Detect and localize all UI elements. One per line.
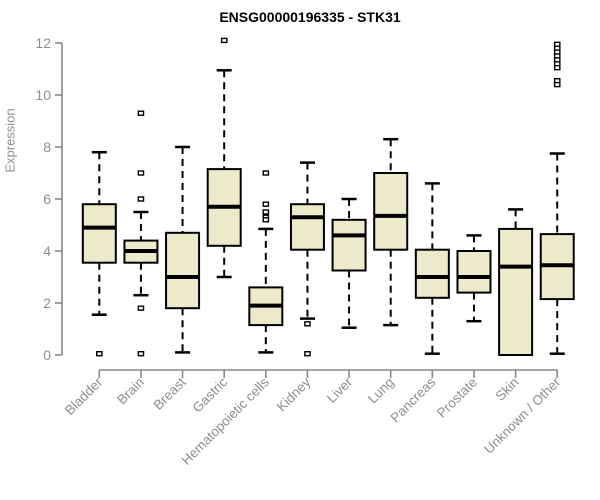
outlier-point-hematopoietic-cells bbox=[262, 209, 270, 215]
x-tick-label-kidney: Kidney bbox=[274, 374, 314, 414]
chart-title: ENSG00000196335 - STK31 bbox=[219, 9, 401, 25]
outlier-point-brain bbox=[137, 351, 145, 357]
x-tick-label-pancreas: Pancreas bbox=[388, 374, 439, 425]
outlier-point-kidney bbox=[304, 321, 311, 327]
outlier-point-gastric bbox=[220, 37, 228, 44]
y-tick-label: 6 bbox=[43, 191, 51, 207]
outlier-point-bladder bbox=[95, 351, 103, 357]
y-tick-label: 0 bbox=[43, 347, 51, 363]
x-tick-label-liver: Liver bbox=[324, 374, 356, 406]
box-lung bbox=[373, 172, 409, 251]
x-tick-label-prostate: Prostate bbox=[434, 375, 480, 421]
outlier-point-brain bbox=[137, 196, 145, 202]
y-axis-label: Expression bbox=[2, 108, 18, 173]
box-prostate bbox=[456, 250, 492, 294]
outlier-point-unknown-other bbox=[553, 64, 561, 71]
y-tick-label: 4 bbox=[43, 243, 51, 259]
x-tick-label-unknown-other: Unknown / Other bbox=[481, 374, 564, 457]
y-tick-label: 10 bbox=[35, 87, 51, 103]
y-tick-label: 8 bbox=[43, 139, 51, 155]
box-liver bbox=[331, 218, 367, 272]
x-tick-label-brain: Brain bbox=[114, 375, 147, 408]
box-breast bbox=[165, 231, 201, 310]
box-skin bbox=[498, 227, 534, 356]
x-tick-label-gastric: Gastric bbox=[189, 374, 230, 415]
outlier-point-hematopoietic-cells bbox=[262, 217, 270, 223]
outlier-point-brain bbox=[137, 170, 145, 176]
outlier-point-unknown-other bbox=[553, 81, 561, 88]
y-tick-label: 2 bbox=[43, 295, 51, 311]
x-tick-label-lung: Lung bbox=[365, 375, 397, 407]
box-kidney bbox=[289, 203, 325, 251]
outlier-point-hematopoietic-cells bbox=[262, 170, 270, 176]
x-tick-label-breast: Breast bbox=[150, 374, 188, 412]
x-tick-label-skin: Skin bbox=[493, 375, 522, 404]
box-pancreas bbox=[414, 248, 450, 299]
box-bladder bbox=[81, 203, 117, 264]
outlier-point-brain bbox=[137, 305, 145, 311]
outlier-point-brain bbox=[137, 110, 145, 116]
outlier-point-hematopoietic-cells bbox=[262, 201, 270, 207]
outlier-point-kidney bbox=[304, 351, 311, 357]
y-tick-label: 12 bbox=[35, 35, 51, 51]
x-tick-label-bladder: Bladder bbox=[62, 374, 106, 418]
